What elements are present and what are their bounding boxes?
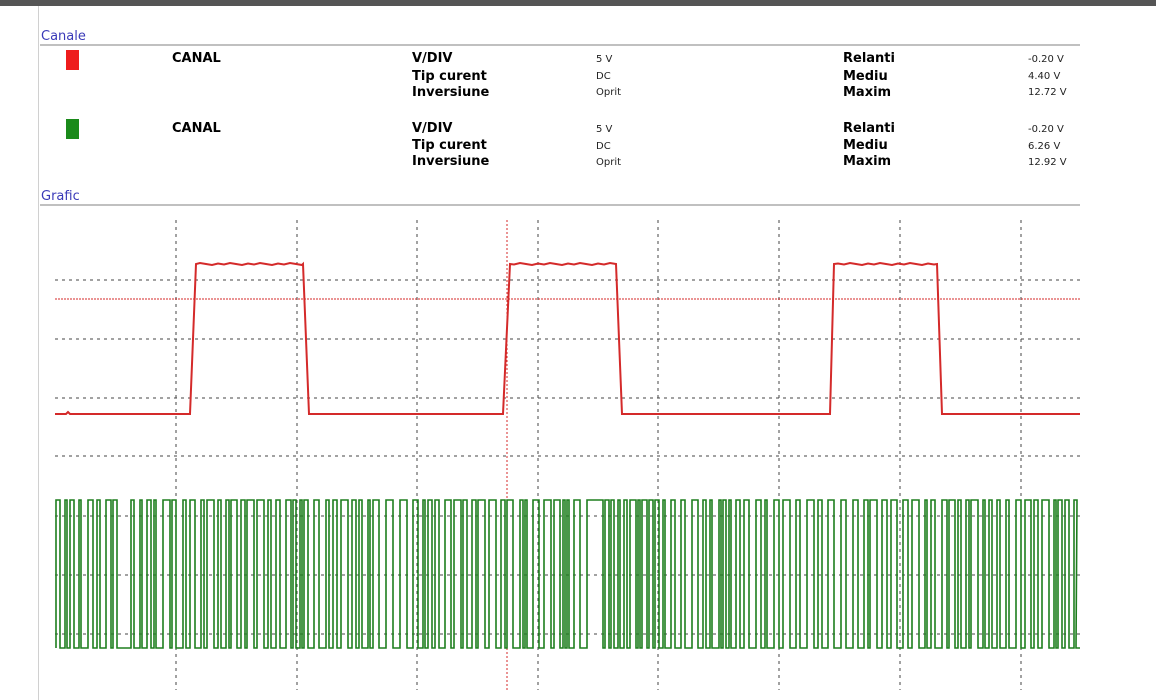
channel-2-current-label: Tip curent [412,138,487,153]
channel-2-vdiv-value: 5 V [596,124,613,135]
channel-1-idle-value: -0.20 V [1028,54,1064,65]
channel-2-max-label: Maxim [843,154,892,169]
channel-2-idle-value: -0.20 V [1028,124,1064,135]
channel-2-inversion-label: Inversiune [412,154,490,169]
channels-section-title: Canale [41,29,86,44]
left-border [38,6,39,700]
channel-2-idle-label: Relanti [843,121,895,136]
window-top-bar [0,0,1156,6]
channel-2-vdiv-label: V/DIV [412,121,453,136]
graph-section-rule [40,204,1080,206]
channel-2-color-swatch[interactable] [66,119,79,139]
channel-1-vdiv-label: V/DIV [412,51,453,66]
channel-1-vdiv-value: 5 V [596,54,613,65]
channel-1-current-label: Tip curent [412,69,487,84]
channel-1-color-swatch[interactable] [66,50,79,70]
channel-1-avg-value: 4.40 V [1028,71,1061,82]
channel-2-max-value: 12.92 V [1028,157,1067,168]
channel-1-max-value: 12.72 V [1028,87,1067,98]
channel-1-max-label: Maxim [843,85,892,100]
channel-1-trace [55,261,1080,415]
channel-2-name: CANAL [172,121,221,136]
channel-2-trace [55,499,1080,649]
channel-1-inversion-label: Inversiune [412,85,490,100]
channel-1-avg-label: Mediu [843,69,888,84]
channel-2-avg-label: Mediu [843,138,888,153]
channels-section-rule [40,44,1080,46]
graph-section-title: Grafic [41,189,80,204]
channel-2-inversion-value: Oprit [596,157,622,168]
channel-1-current-value: DC [596,71,611,82]
channel-2-current-value: DC [596,141,611,152]
channel-2-avg-value: 6.26 V [1028,141,1061,152]
channel-1-name: CANAL [172,51,221,66]
channel-1-inversion-value: Oprit [596,87,622,98]
channel-1-idle-label: Relanti [843,51,895,66]
